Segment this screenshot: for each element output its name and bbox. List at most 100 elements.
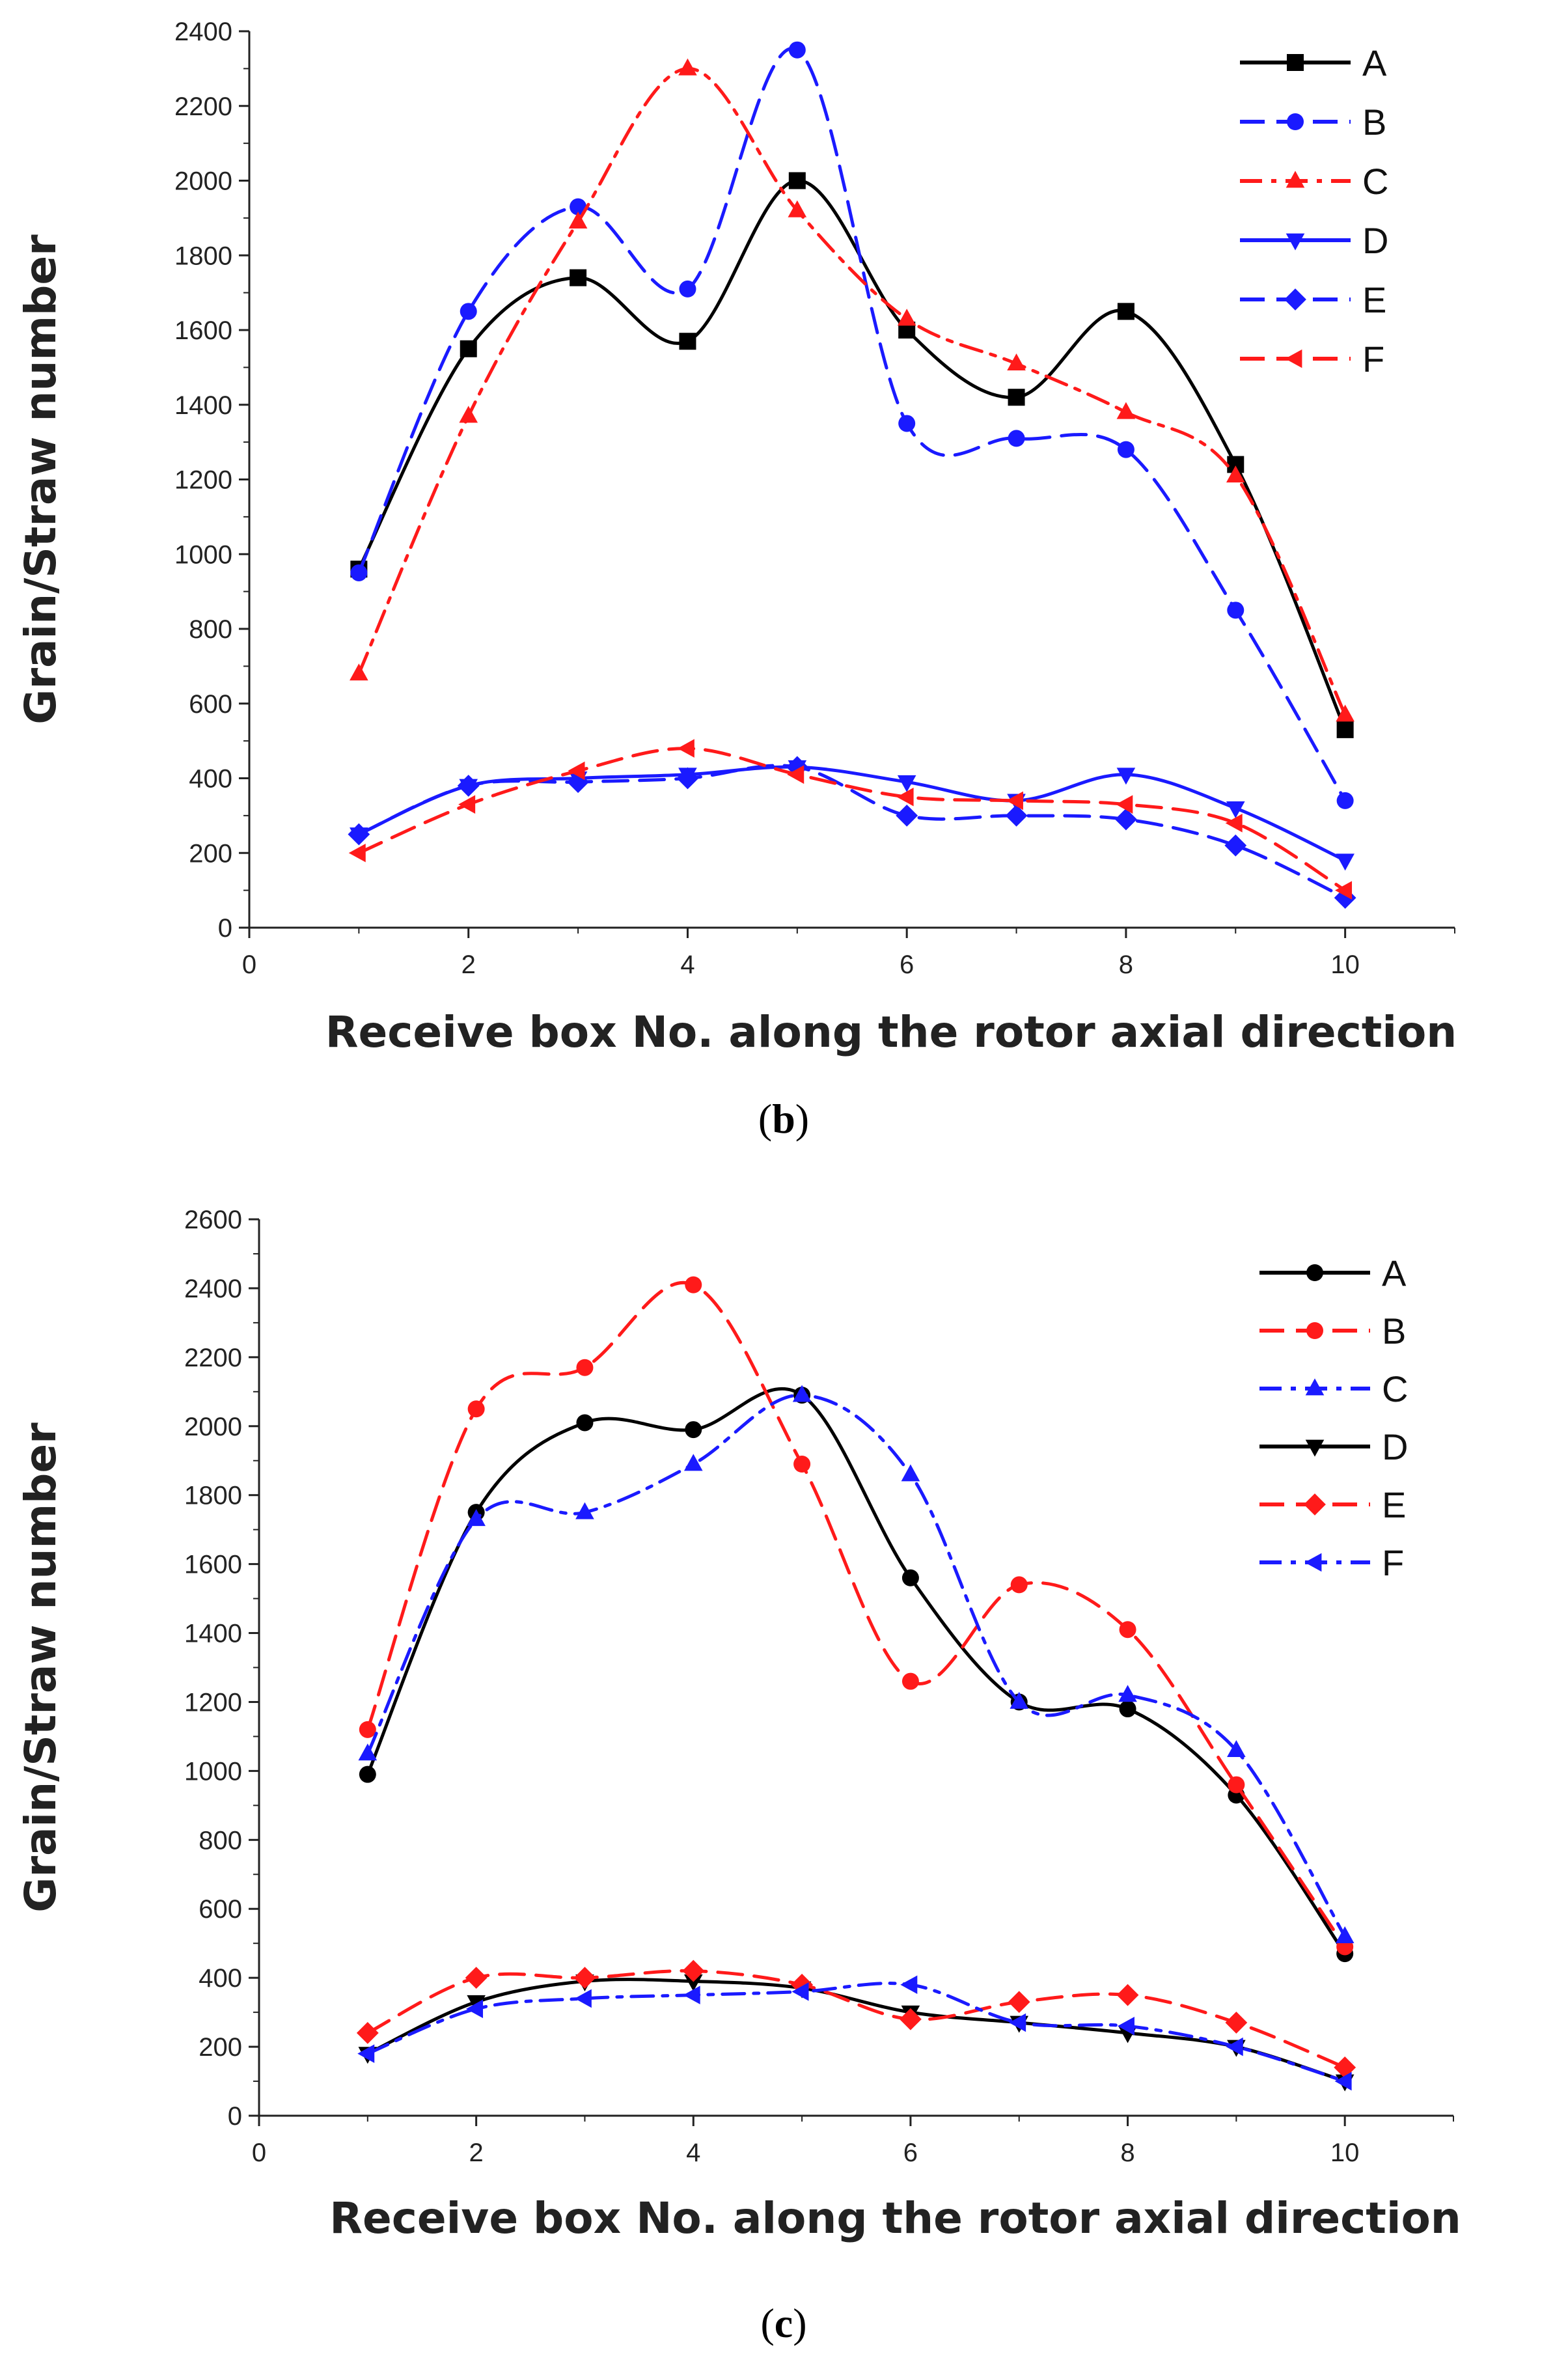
y-tick-label: 200 [199,2033,242,2062]
series-F-point [1116,795,1133,814]
series-B-point [1008,430,1025,447]
series-E-point [1334,887,1356,909]
panel-caption-text: (b) [758,1096,809,1142]
series-D-point [1336,853,1355,871]
series-E [348,756,1356,909]
y-tick-label: 600 [189,690,232,719]
series-B-point [576,1359,594,1376]
series-C-point [1336,704,1355,722]
series-F-point [900,1975,918,1995]
x-tick-label: 10 [1330,950,1360,979]
legend-entry-F: F [1259,1542,1404,1583]
series-F-point [896,787,914,807]
series-B-point [1010,1576,1028,1594]
series-C-point [575,1502,594,1519]
series-A [359,1387,1354,1963]
series-E-point [1008,1991,1030,2014]
series-E-point [567,771,589,794]
series-E-point [1224,834,1247,857]
series-F-point [1335,881,1353,900]
series-E-point [1005,804,1028,827]
series-C-point [467,1509,486,1527]
legend-label: A [1382,1253,1407,1294]
series-C-point [1118,1685,1137,1702]
legend-label: A [1362,42,1387,83]
legend-swatch-marker [1285,349,1302,368]
legend-label: E [1362,279,1386,320]
series-A-point [460,340,477,357]
series-B-point [679,280,696,298]
panel-label: b [772,1096,795,1142]
series-B-point [359,1721,376,1738]
series-B-point [901,1672,919,1690]
series-E-line [357,764,1347,900]
series-B-line [366,1281,1347,1948]
series-C-line [366,1393,1347,1939]
legend-label: D [1382,1426,1408,1467]
legend-entry-B: B [1240,102,1386,143]
series-F-point [677,739,695,758]
x-tick-label: 0 [242,950,256,979]
x-tick-label: 10 [1330,2139,1360,2167]
x-tick-label: 2 [461,950,476,979]
series-B-point [1117,441,1135,458]
y-tick-label: 800 [189,615,232,644]
panel-label: c [775,2300,793,2346]
series-A-point [1227,456,1245,473]
panel-caption-text: (c) [760,2300,806,2346]
legend-label: C [1362,161,1388,202]
series-F-point [458,795,476,814]
y-tick-label: 1200 [184,1688,242,1717]
legend-label: E [1382,1484,1406,1525]
series-D [350,760,1355,871]
series-B-point [1336,792,1354,809]
series-F-point [1117,2017,1135,2036]
y-tick-label: 0 [228,2102,242,2131]
series-D-line [357,765,1347,863]
series-E-point [356,2021,379,2044]
legend-swatch-marker [1284,288,1306,311]
series-C-point [1226,465,1245,483]
series-F-point [348,843,366,863]
series-C-point [350,663,368,681]
legend-entry-D: D [1240,220,1388,261]
legend-entry-A: A [1240,42,1387,83]
y-tick-label: 2600 [184,1206,242,1234]
series-C-point [792,1385,812,1402]
series-B-line [357,46,1347,803]
y-axis-title: Grain/Straw number [16,1422,66,1913]
series-B-point [350,564,368,581]
series-F-point [466,1999,484,2019]
series-E-point [1225,2012,1248,2034]
legend-swatch-marker [1305,1378,1325,1396]
series-A-point [1117,303,1135,320]
legend-entry-E: E [1259,1484,1406,1525]
series-C-point [1010,1691,1029,1709]
series-A-point [679,333,696,350]
y-tick-label: 1200 [174,466,232,495]
x-tick-label: 6 [900,950,914,979]
series-C-point [901,1464,920,1482]
legend-swatch-marker [1306,1264,1323,1281]
series-F-point [1006,791,1023,810]
y-tick-label: 400 [199,1964,242,1993]
series-D-point [1226,801,1245,818]
legend-entry-C: C [1259,1368,1408,1409]
series-C-point [897,309,916,326]
legend-swatch-marker [1305,1439,1325,1457]
x-tick-label: 4 [686,2139,700,2167]
series-E-point [1115,808,1137,831]
x-tick-label: 8 [1120,2139,1135,2167]
series-A-point [576,1414,594,1432]
series-F [348,739,1353,900]
series-F-point [1226,2037,1243,2056]
series-C [358,1385,1355,1943]
legend-entry-A: A [1259,1253,1407,1294]
legend-label: B [1382,1310,1406,1351]
legend-label: D [1362,220,1388,261]
y-tick-label: 1400 [174,391,232,420]
series-B [359,1276,1354,1956]
series-E-point [1116,1984,1139,2006]
series-E-point [465,1967,488,1989]
legend-entry-F: F [1240,339,1384,380]
